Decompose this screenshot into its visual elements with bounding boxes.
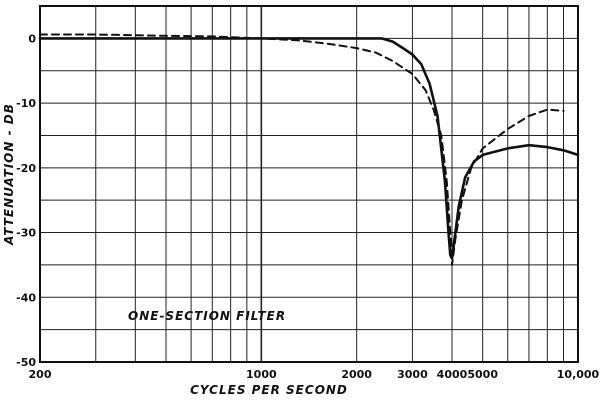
y-tick-label-neg40: -40 [16,291,36,304]
x-tick-label-4000: 4000 [437,368,468,381]
y-tick-label-neg30: -30 [16,227,36,240]
series-layer [38,33,580,266]
y-tick-label-0: 0 [28,32,36,45]
x-tick-label-200: 200 [29,368,52,381]
annotation-one-section-filter: ONE-SECTION FILTER [128,309,286,323]
x-tick-label-1000: 1000 [246,368,277,381]
x-tick-label-10000: 10,000 [557,368,600,381]
tick-label-layer: 200 1000 2000 3000 4000 5000 10,000 0 -10 -20 -30 -… [16,32,599,381]
plot-frame [39,5,579,363]
x-tick-label-3000: 3000 [397,368,428,381]
x-axis-title: CYCLES PER SECOND [190,383,348,397]
x-tick-label-2000: 2000 [341,368,372,381]
y-tick-label-neg20: -20 [16,162,36,175]
y-tick-label-neg50: -50 [16,356,36,369]
y-axis-title: ATTENUATION - DB [2,103,16,246]
series-line-solid [38,37,580,260]
annotation-layer: ONE-SECTION FILTER [128,309,286,323]
grid-layer [40,6,578,362]
x-tick-label-5000: 5000 [467,368,498,381]
y-tick-label-neg10: -10 [16,97,36,110]
series-line-dashed [39,33,565,266]
